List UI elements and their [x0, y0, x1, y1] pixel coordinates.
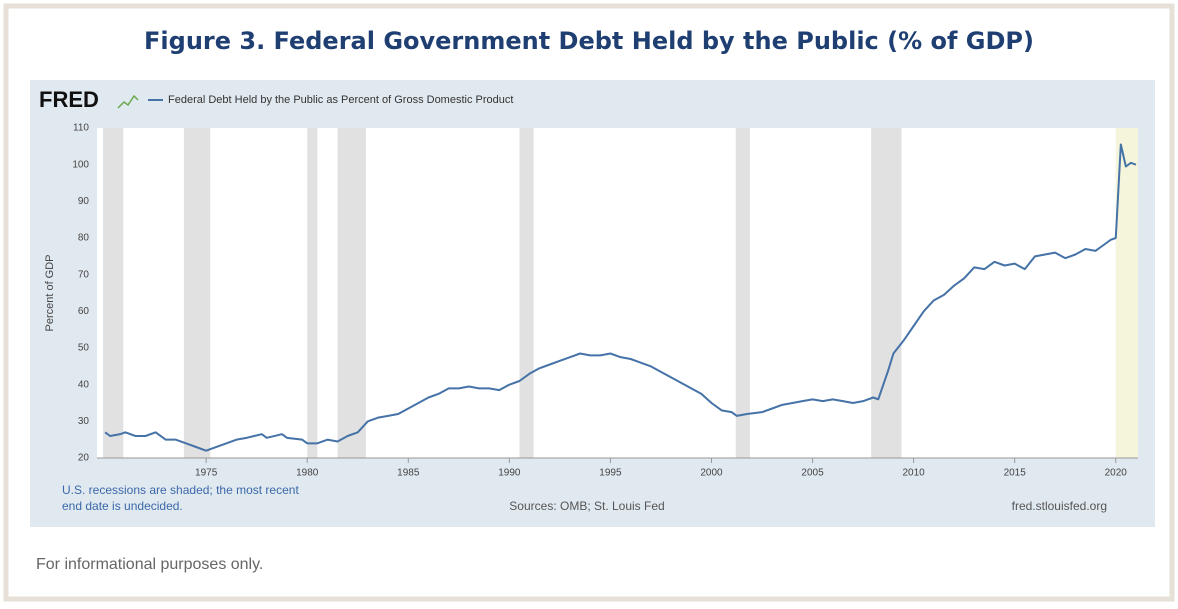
y-tick-label: 60	[78, 306, 90, 317]
x-tick-label: 1990	[498, 468, 521, 479]
recession-band	[307, 128, 318, 458]
y-tick-label: 100	[72, 159, 89, 170]
legend-label: Federal Debt Held by the Public as Perce…	[168, 94, 513, 106]
x-tick-label: 2010	[903, 468, 926, 479]
footer: For informational purposes only.	[36, 556, 263, 573]
logo-icon	[117, 94, 139, 109]
note: end date is undecided.	[62, 499, 183, 513]
x-tick-label: 2015	[1004, 468, 1027, 479]
recession-band	[735, 128, 750, 458]
plot: 20 30 40 50 60 70 80 90 100 110 1975 1980 1985 1990 19…	[72, 123, 1138, 479]
y-tick-label: 40	[78, 379, 90, 390]
chart-title: Figure 3. Federal Government Debt Held b…	[144, 27, 1034, 55]
x-tick-label: 2000	[700, 468, 723, 479]
x-tick-label: 1995	[599, 468, 622, 479]
brand-logo: FRED	[39, 87, 99, 112]
y-tick-label: 50	[78, 343, 90, 354]
plot-area	[97, 128, 1138, 458]
y-axis-label: Percent of GDP	[44, 254, 56, 331]
x-tick-label: 1980	[296, 468, 319, 479]
url: fred.stlouisfed.org	[1012, 499, 1107, 513]
y-tick-label: 30	[78, 416, 90, 427]
recession-band	[871, 128, 902, 458]
series-line	[104, 143, 1137, 452]
recession-band	[1115, 128, 1138, 458]
x-tick-label: 2005	[801, 468, 824, 479]
recession-band	[337, 128, 366, 458]
x-tick-label: 1975	[195, 468, 218, 479]
note: U.S. recessions are shaded; the most rec…	[62, 483, 299, 497]
y-tick-label: 80	[78, 233, 90, 244]
x-tick-label: 2020	[1105, 468, 1128, 479]
y-tick-label: 110	[73, 123, 89, 134]
y-tick-label: 20	[78, 453, 90, 464]
y-tick-label: 70	[78, 269, 90, 280]
source: Sources: OMB; St. Louis Fed	[509, 499, 664, 513]
recession-band	[183, 128, 211, 458]
y-tick-label: 90	[78, 196, 90, 207]
x-tick-label: 1985	[397, 468, 420, 479]
recession-band	[103, 128, 124, 458]
recession-band	[519, 128, 534, 458]
